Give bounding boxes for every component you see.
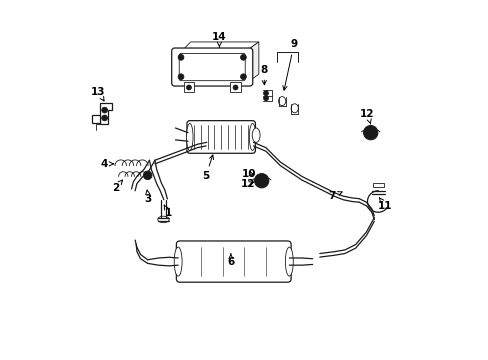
Ellipse shape [249, 123, 255, 150]
Circle shape [178, 74, 183, 80]
Text: 7: 7 [328, 191, 342, 201]
Text: 1: 1 [164, 205, 172, 218]
Polygon shape [100, 103, 112, 125]
Text: 12: 12 [241, 179, 255, 189]
Text: 12: 12 [360, 109, 374, 124]
Ellipse shape [158, 216, 169, 223]
Text: 5: 5 [202, 155, 213, 181]
Text: 6: 6 [227, 254, 234, 267]
Circle shape [257, 176, 265, 185]
FancyBboxPatch shape [179, 53, 244, 81]
Text: 9: 9 [283, 40, 297, 90]
Circle shape [240, 54, 246, 60]
Circle shape [102, 115, 107, 121]
Text: 4: 4 [100, 159, 113, 169]
Ellipse shape [285, 247, 293, 276]
Circle shape [263, 91, 268, 96]
FancyBboxPatch shape [186, 121, 255, 153]
Ellipse shape [252, 128, 260, 142]
Circle shape [102, 107, 107, 113]
Circle shape [363, 126, 377, 140]
Ellipse shape [174, 247, 182, 276]
Circle shape [186, 85, 191, 90]
Ellipse shape [186, 123, 193, 150]
Text: 10: 10 [241, 168, 256, 179]
FancyBboxPatch shape [176, 241, 290, 282]
Circle shape [366, 129, 374, 137]
FancyBboxPatch shape [171, 48, 252, 86]
Circle shape [143, 171, 152, 180]
Circle shape [240, 74, 246, 80]
Text: 3: 3 [144, 190, 152, 204]
Circle shape [233, 85, 238, 90]
Bar [183, 82, 194, 92]
Ellipse shape [278, 96, 285, 105]
Text: 13: 13 [91, 87, 105, 101]
Circle shape [254, 174, 268, 188]
Polygon shape [372, 183, 383, 187]
Polygon shape [246, 42, 258, 83]
Circle shape [178, 54, 183, 60]
Circle shape [145, 173, 150, 178]
Polygon shape [92, 116, 100, 123]
Text: 8: 8 [260, 64, 267, 85]
Text: 11: 11 [377, 198, 392, 211]
Text: 14: 14 [212, 32, 226, 47]
Circle shape [263, 96, 268, 101]
Polygon shape [182, 42, 258, 51]
Text: 2: 2 [112, 180, 122, 193]
Ellipse shape [290, 104, 298, 113]
Bar [230, 82, 241, 92]
